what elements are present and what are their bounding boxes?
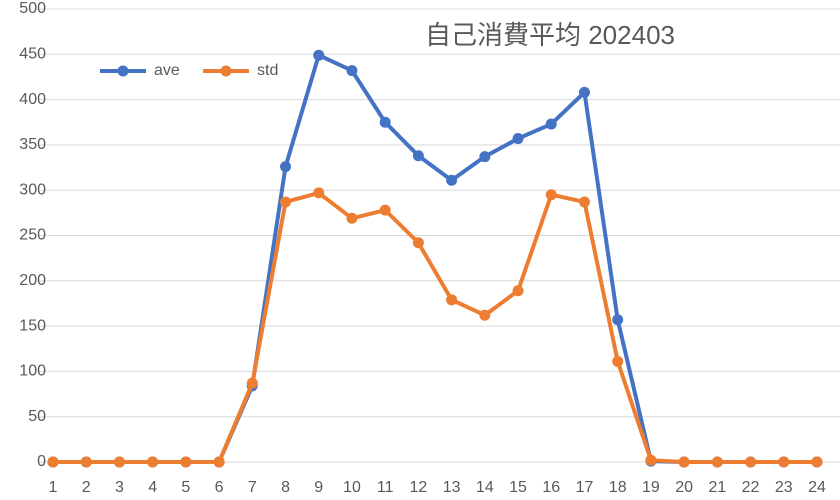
data-point: [313, 187, 325, 199]
y-tick-label: 250: [19, 227, 46, 244]
data-point: [180, 456, 192, 468]
x-tick-label: 14: [476, 479, 494, 496]
data-point: [379, 116, 391, 128]
y-tick-label: 200: [19, 272, 46, 289]
x-tick-label: 3: [115, 479, 124, 496]
legend-marker: [220, 65, 232, 77]
y-tick-label: 450: [19, 46, 46, 63]
x-tick-label: 9: [314, 479, 323, 496]
legend-label: ave: [154, 62, 180, 79]
data-point: [578, 196, 590, 208]
x-tick-label: 24: [808, 479, 826, 496]
x-tick-label: 20: [675, 479, 693, 496]
data-point: [379, 204, 391, 216]
y-tick-label: 50: [28, 408, 46, 425]
data-point: [545, 189, 557, 201]
data-point: [778, 456, 790, 468]
data-point: [446, 294, 458, 306]
x-tick-label: 11: [377, 479, 394, 496]
x-tick-label: 17: [576, 479, 594, 496]
x-tick-label: 2: [82, 479, 91, 496]
legend-marker: [117, 65, 129, 77]
data-point: [346, 65, 358, 77]
data-point: [645, 454, 657, 466]
data-point: [711, 456, 723, 468]
data-point: [745, 456, 757, 468]
data-point: [512, 133, 524, 145]
data-point: [412, 150, 424, 162]
y-tick-label: 400: [19, 91, 46, 108]
y-tick-label: 500: [19, 0, 46, 17]
data-point: [612, 314, 624, 326]
x-tick-label: 15: [509, 479, 527, 496]
data-point: [346, 212, 358, 224]
x-tick-label: 12: [409, 479, 427, 496]
data-point: [678, 456, 690, 468]
data-point: [280, 196, 292, 208]
legend-label: std: [257, 62, 278, 79]
chart-title: 自己消費平均 202403: [425, 20, 675, 50]
data-point: [512, 285, 524, 297]
data-point: [113, 456, 125, 468]
y-tick-label: 350: [19, 136, 46, 153]
data-point: [213, 456, 225, 468]
data-point: [412, 237, 424, 249]
x-tick-label: 7: [248, 479, 257, 496]
x-tick-label: 22: [742, 479, 760, 496]
series-line: [53, 53, 817, 464]
x-tick-label: 23: [775, 479, 793, 496]
series-line: [53, 190, 817, 464]
x-tick-label: 8: [281, 479, 290, 496]
x-tick-label: 13: [443, 479, 461, 496]
x-tick-label: 19: [642, 479, 660, 496]
data-point: [545, 118, 557, 130]
x-tick-label: 10: [343, 479, 361, 496]
data-point: [578, 86, 590, 98]
data-point: [47, 456, 59, 468]
data-point: [280, 161, 292, 173]
x-tick-label: 5: [181, 479, 190, 496]
y-tick-label: 300: [19, 181, 46, 198]
data-point: [313, 49, 325, 61]
y-tick-label: 0: [37, 453, 46, 470]
data-point: [612, 355, 624, 367]
data-point: [446, 174, 458, 186]
x-tick-label: 21: [708, 479, 726, 496]
x-tick-label: 6: [215, 479, 224, 496]
x-tick-label: 16: [542, 479, 560, 496]
data-point: [479, 309, 491, 321]
x-tick-label: 18: [609, 479, 627, 496]
data-point: [147, 456, 159, 468]
x-tick-label: 4: [148, 479, 157, 496]
y-tick-label: 150: [19, 317, 46, 334]
data-point: [479, 151, 491, 163]
y-tick-label: 100: [19, 363, 46, 380]
data-point: [811, 456, 823, 468]
data-point: [80, 456, 92, 468]
x-tick-label: 1: [49, 479, 58, 496]
data-point: [246, 377, 258, 389]
